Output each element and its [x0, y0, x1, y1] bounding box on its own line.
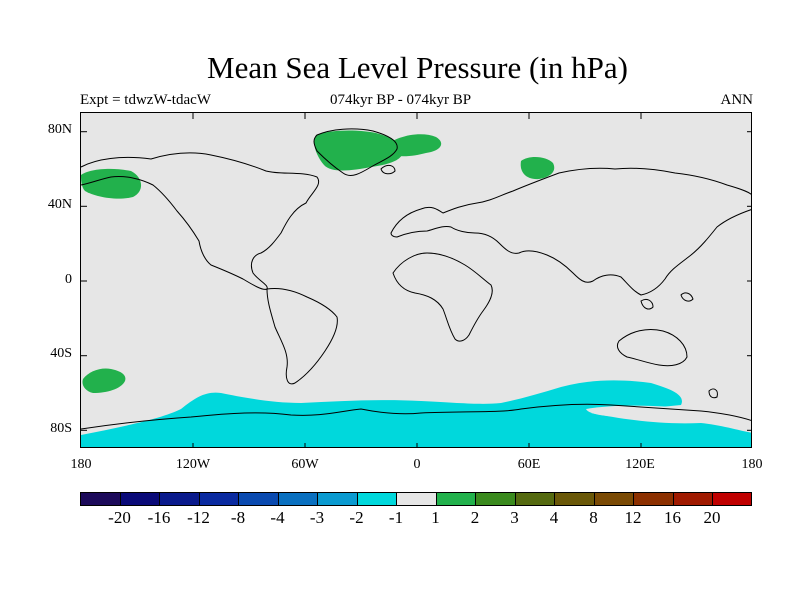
colorbar-swatch: [159, 492, 199, 506]
colorbar-swatch: [475, 492, 515, 506]
colorbar: [80, 492, 752, 506]
map-title: Mean Sea Level Pressure (in hPa): [207, 50, 628, 85]
colorbar-swatch: [633, 492, 673, 506]
light-patch-south-indian: [586, 405, 674, 417]
period-label: 074kyr BP - 074kyr BP: [330, 92, 472, 108]
colorbar-swatch: [396, 492, 436, 506]
season-label: ANN: [720, 92, 754, 108]
colorbar-label: 12: [624, 508, 642, 527]
colorbar-swatch: [119, 492, 159, 506]
colorbar-label: -12: [187, 508, 210, 527]
colorbar-label: -1: [388, 508, 404, 527]
colorbar-label: 1: [431, 508, 440, 527]
colorbar-label: 4: [549, 508, 559, 527]
colorbar-swatch: [435, 492, 475, 506]
colorbar-label: -3: [309, 508, 325, 527]
lat-tick-label: 80S: [50, 421, 72, 436]
anomaly-south-pacific: [82, 368, 126, 393]
colorbar-label: -2: [349, 508, 364, 527]
colorbar-swatch: [554, 492, 594, 506]
colorbar-swatch: [356, 492, 396, 506]
colorbar-label: -8: [230, 508, 246, 527]
lat-tick-label: 0: [65, 272, 72, 287]
colorbar-swatch: [593, 492, 633, 506]
colorbar-label: 2: [470, 508, 480, 527]
map-panel: [80, 112, 752, 448]
lon-tick-label: 180: [70, 457, 92, 472]
colorbar-label: -16: [147, 508, 171, 527]
colorbar-swatch: [277, 492, 317, 506]
colorbar-swatch: [712, 492, 752, 506]
anomaly-greenland: [314, 130, 403, 171]
lon-tick-label: 120E: [625, 457, 655, 472]
colorbar-label: -4: [270, 508, 285, 527]
anomaly-siberia: [520, 157, 555, 180]
experiment-label: Expt = tdwzW-tdacW: [80, 92, 211, 108]
frame-ticks: [81, 113, 751, 447]
lon-tick-label: 180: [741, 457, 763, 472]
colorbar-label: 3: [510, 508, 519, 527]
lon-tick-label: 60W: [291, 457, 319, 472]
colorbar-label: 16: [664, 508, 681, 527]
lon-tick-label: 120W: [175, 457, 211, 472]
world-map: [81, 113, 751, 447]
coastlines: [81, 128, 751, 430]
colorbar-label: 20: [703, 508, 721, 527]
colorbar-swatch: [198, 492, 238, 506]
colorbar-label: 8: [589, 508, 598, 527]
colorbar-label: -20: [108, 508, 131, 527]
colorbar-swatch: [317, 492, 357, 506]
colorbar-swatch: [80, 492, 120, 506]
colorbar-swatch: [672, 492, 712, 506]
lon-tick-label: 60E: [517, 457, 541, 472]
lat-tick-label: 40N: [47, 197, 72, 212]
lat-tick-label: 80N: [47, 122, 72, 137]
colorbar-swatch: [238, 492, 278, 506]
lat-tick-label: 40S: [50, 346, 72, 361]
lon-tick-label: 0: [413, 457, 421, 472]
colorbar-swatch: [514, 492, 554, 506]
